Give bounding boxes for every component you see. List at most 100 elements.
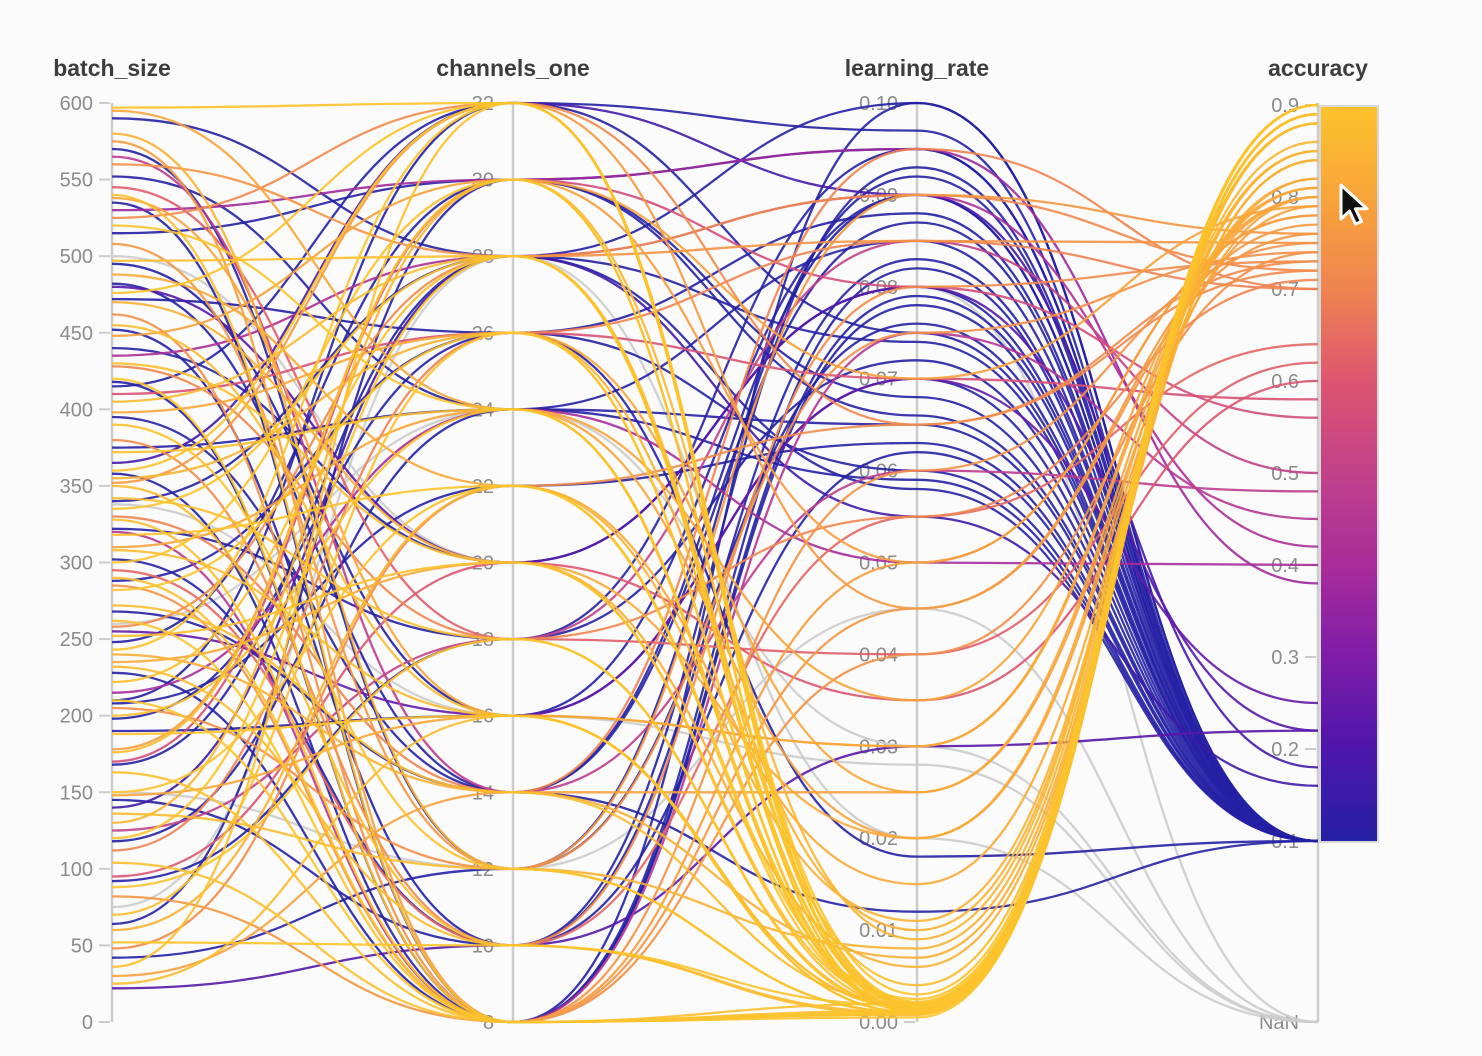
run-line <box>111 103 1319 1013</box>
tick-label-batch_size: 250 <box>60 629 93 651</box>
run-line <box>111 260 1319 947</box>
run-line <box>111 377 1319 717</box>
tick-label-batch_size: 400 <box>60 399 93 421</box>
run-line <box>111 103 1319 1007</box>
run-line <box>111 408 1319 843</box>
tick-label-accuracy: 0.8 <box>1271 187 1299 209</box>
run-line <box>111 132 1319 950</box>
run-line <box>111 113 1319 1014</box>
run-line <box>111 278 1319 641</box>
run-line <box>111 103 1319 1024</box>
run-line <box>111 113 1319 1024</box>
run-line <box>111 328 1319 947</box>
run-line <box>111 186 1319 656</box>
run-line <box>111 103 1319 1005</box>
run-line <box>111 193 1319 843</box>
run-line <box>111 103 1319 1014</box>
run-line <box>111 109 1319 840</box>
run-line <box>111 113 1319 1024</box>
run-line <box>111 282 1319 913</box>
tick-label-accuracy: NaN <box>1259 1012 1299 1034</box>
run-line <box>111 113 1319 1024</box>
run-line <box>111 408 1319 843</box>
tick-label-learning_rate: 0.04 <box>859 644 898 666</box>
run-line <box>111 113 1319 1007</box>
run-line <box>111 103 1319 1005</box>
run-line <box>111 260 1319 950</box>
tick-label-learning_rate: 0.06 <box>859 461 898 483</box>
tick-label-learning_rate: 0.00 <box>859 1012 898 1034</box>
run-line <box>111 186 1319 794</box>
run-line <box>111 147 1319 870</box>
run-line <box>111 255 1319 1024</box>
tick-label-learning_rate: 0.09 <box>859 185 898 207</box>
run-line <box>111 122 1319 1005</box>
tick-label-learning_rate: 0.10 <box>859 93 898 115</box>
run-line <box>111 285 1319 732</box>
run-line <box>111 178 1319 380</box>
run-line <box>111 285 1319 843</box>
run-line <box>111 178 1319 843</box>
axis-title-accuracy[interactable]: accuracy <box>1268 55 1368 81</box>
run-line <box>111 331 1319 401</box>
run-line <box>111 122 1319 1014</box>
run-line <box>111 343 1319 947</box>
tick-label-accuracy: 0.5 <box>1271 463 1299 485</box>
run-line <box>111 255 1319 809</box>
run-line <box>111 193 1319 843</box>
run-line <box>111 122 1319 1014</box>
run-line <box>111 101 1319 769</box>
run-line <box>111 331 1319 1024</box>
tick-label-channels_one: 20 <box>472 553 494 575</box>
run-line <box>111 239 1319 852</box>
run-line <box>111 193 1319 548</box>
axis-title-learning_rate[interactable]: learning_rate <box>845 55 989 81</box>
tick-label-learning_rate: 0.07 <box>859 369 898 391</box>
run-line <box>111 103 1319 1007</box>
run-line <box>111 294 1319 1024</box>
run-line <box>111 186 1319 797</box>
tick-label-accuracy: 0.1 <box>1271 831 1299 853</box>
axis-title-batch_size[interactable]: batch_size <box>53 55 171 81</box>
run-line <box>111 113 1319 1011</box>
run-line <box>111 101 1319 1024</box>
run-line <box>111 201 1319 1024</box>
run-line <box>111 101 1319 426</box>
run-line <box>111 122 1319 1010</box>
run-line <box>111 177 1319 886</box>
run-line <box>111 122 1319 1010</box>
tick-label-learning_rate: 0.03 <box>859 736 898 758</box>
run-line <box>111 155 1319 794</box>
run-line <box>111 147 1319 585</box>
tick-label-batch_size: 550 <box>60 170 93 192</box>
run-line <box>111 103 1319 1014</box>
tick-label-learning_rate: 0.08 <box>859 277 898 299</box>
run-line <box>111 331 1319 843</box>
tick-label-channels_one: 14 <box>472 782 494 804</box>
run-line <box>111 193 1319 628</box>
tick-label-accuracy: 0.3 <box>1271 647 1299 669</box>
run-line <box>111 193 1319 870</box>
axis-batch_size: 600550500450400350300250200150100500batc… <box>53 55 171 1034</box>
run-line <box>111 166 1319 947</box>
run-line <box>111 113 1319 1005</box>
run-line <box>111 101 1319 996</box>
runs-layer <box>111 101 1319 1024</box>
run-line <box>111 103 1319 1014</box>
run-line <box>111 113 1319 1024</box>
tick-label-batch_size: 450 <box>60 323 93 345</box>
run-line <box>111 103 1319 1001</box>
run-line <box>111 113 1319 1014</box>
tick-label-channels_one: 32 <box>472 93 494 115</box>
tick-label-channels_one: 10 <box>472 935 494 957</box>
tick-label-channels_one: 16 <box>472 706 494 728</box>
tick-label-accuracy: 0.6 <box>1271 371 1299 393</box>
run-line <box>111 103 1319 1009</box>
run-line <box>111 101 1319 843</box>
tick-label-accuracy: 0.9 <box>1271 95 1299 117</box>
run-line <box>111 113 1319 1010</box>
run-line <box>111 258 1319 947</box>
tick-label-learning_rate: 0.02 <box>859 828 898 850</box>
axis-title-channels_one[interactable]: channels_one <box>436 55 589 81</box>
run-line <box>111 255 1319 843</box>
